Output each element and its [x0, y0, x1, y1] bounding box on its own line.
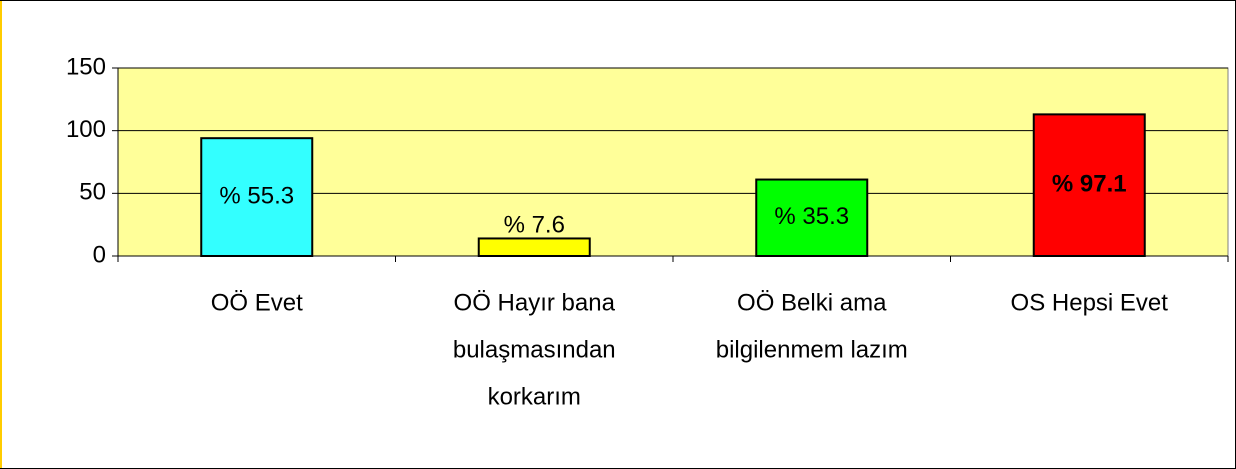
x-tick-label: OÖ Hayır bana — [454, 289, 616, 316]
bar-label: % 35.3 — [774, 203, 849, 230]
x-tick-label: bilgilenmem lazım — [716, 336, 908, 363]
x-tick-label: bulaşmasından — [453, 336, 616, 363]
x-tick-label: OÖ Belki ama — [737, 289, 887, 316]
bar — [755, 178, 869, 257]
bar-label: % 55.3 — [219, 182, 294, 209]
bar — [477, 237, 591, 258]
x-tick-label: korkarım — [488, 383, 581, 410]
y-tick-label: 50 — [79, 179, 106, 206]
y-tick-label: 100 — [66, 116, 106, 143]
bar-label: % 97.1 — [1052, 171, 1127, 198]
bar — [200, 137, 314, 257]
y-tick-label: 150 — [66, 53, 106, 80]
bar-label: % 7.6 — [504, 211, 565, 238]
x-tick-label: OS Hepsi Evet — [1011, 289, 1169, 316]
x-tick-label: OÖ Evet — [211, 289, 303, 316]
y-tick-label: 0 — [93, 241, 106, 268]
